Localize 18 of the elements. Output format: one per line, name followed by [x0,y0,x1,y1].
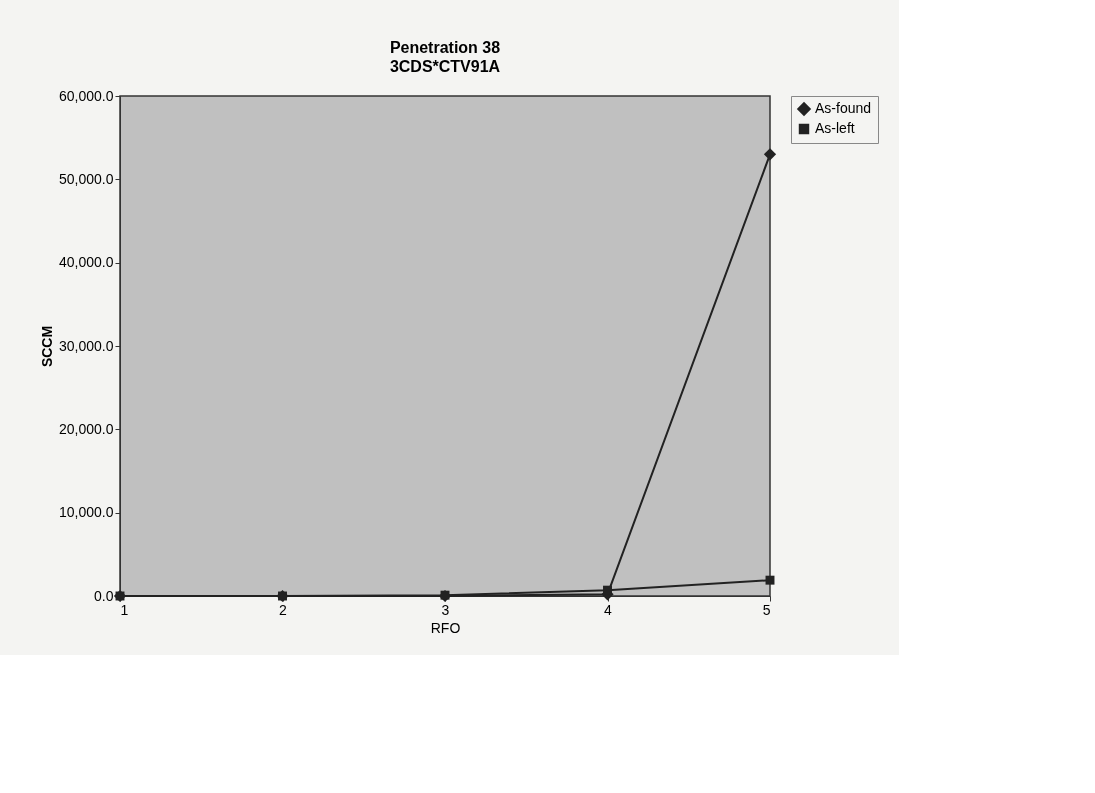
legend-label: As-found [815,100,872,116]
x-tick-label: 3 [441,601,450,618]
x-axis-title: RFO [430,619,461,636]
y-tick-label: 0.0 [94,587,114,604]
x-tick-label: 5 [762,601,771,618]
x-tick-label: 4 [604,601,613,618]
legend-label: As-left [815,120,855,136]
y-tick-label: 20,000.0 [59,420,114,437]
x-tick-label: 2 [279,601,288,618]
y-tick-label: 50,000.0 [59,170,114,187]
y-tick-label: 60,000.0 [59,87,114,104]
x-tick-label: 1 [120,601,129,618]
y-tick-label: 30,000.0 [59,337,114,354]
chart-title: Penetration 38 [389,39,501,56]
chart-subtitle: 3CDS*CTV91A [389,58,501,75]
y-tick-label: 10,000.0 [59,504,114,521]
y-tick-label: 40,000.0 [59,254,114,271]
y-axis-title: SCCM [39,325,55,368]
